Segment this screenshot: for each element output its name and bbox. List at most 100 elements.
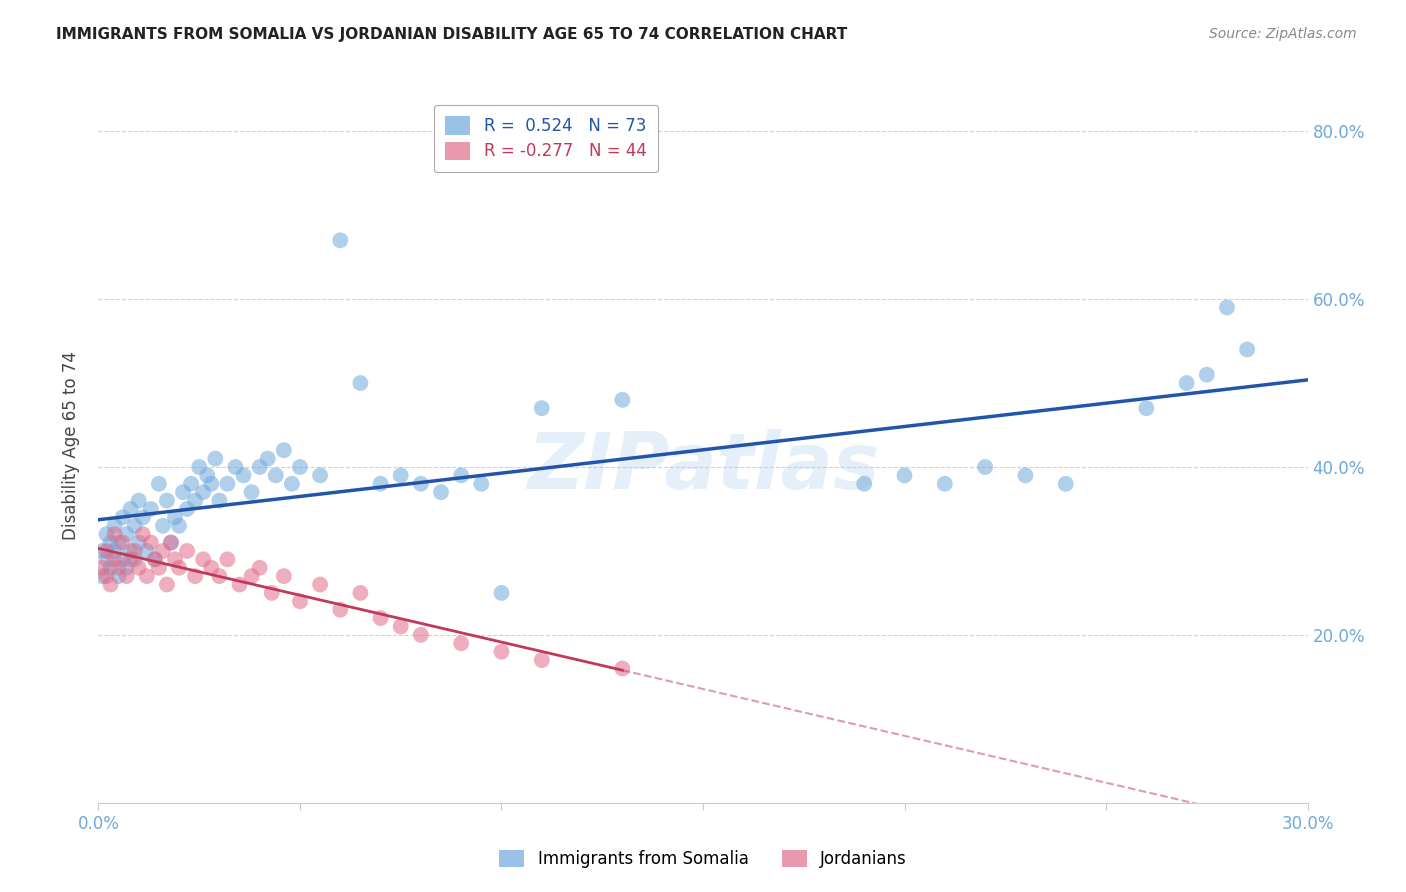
Point bbox=[370, 611, 392, 625]
Point bbox=[288, 594, 311, 608]
Point bbox=[1175, 376, 1198, 390]
Point bbox=[143, 552, 166, 566]
Point bbox=[934, 476, 956, 491]
Point bbox=[200, 476, 222, 491]
Point bbox=[160, 535, 183, 549]
Point bbox=[309, 577, 332, 591]
Point bbox=[103, 518, 125, 533]
Point bbox=[176, 544, 198, 558]
Point bbox=[100, 535, 122, 549]
Point bbox=[249, 460, 271, 475]
Point bbox=[530, 653, 553, 667]
Point bbox=[143, 552, 166, 566]
Point bbox=[184, 569, 207, 583]
Point bbox=[167, 518, 190, 533]
Point bbox=[91, 544, 114, 558]
Point bbox=[128, 535, 150, 549]
Point bbox=[491, 586, 513, 600]
Point bbox=[530, 401, 553, 416]
Point bbox=[96, 552, 118, 566]
Point bbox=[450, 468, 472, 483]
Point bbox=[135, 569, 157, 583]
Point bbox=[152, 544, 174, 558]
Text: ZIPatlas: ZIPatlas bbox=[527, 429, 879, 506]
Point bbox=[103, 527, 125, 541]
Point bbox=[470, 476, 492, 491]
Point bbox=[217, 552, 239, 566]
Point bbox=[240, 569, 263, 583]
Point bbox=[370, 476, 392, 491]
Point bbox=[163, 510, 186, 524]
Point bbox=[232, 468, 254, 483]
Point bbox=[1216, 301, 1239, 315]
Point bbox=[91, 569, 114, 583]
Point bbox=[329, 233, 352, 247]
Point bbox=[409, 476, 432, 491]
Point bbox=[1054, 476, 1077, 491]
Point bbox=[974, 460, 997, 475]
Point bbox=[281, 476, 304, 491]
Point bbox=[96, 569, 118, 583]
Point bbox=[167, 560, 190, 574]
Point bbox=[103, 552, 125, 566]
Point bbox=[132, 510, 155, 524]
Point bbox=[160, 535, 183, 549]
Point bbox=[120, 552, 142, 566]
Point bbox=[100, 577, 122, 591]
Point bbox=[120, 502, 142, 516]
Point bbox=[349, 376, 371, 390]
Point bbox=[224, 460, 246, 475]
Point bbox=[107, 569, 129, 583]
Text: IMMIGRANTS FROM SOMALIA VS JORDANIAN DISABILITY AGE 65 TO 74 CORRELATION CHART: IMMIGRANTS FROM SOMALIA VS JORDANIAN DIS… bbox=[56, 27, 848, 42]
Point bbox=[217, 476, 239, 491]
Point bbox=[208, 493, 231, 508]
Point bbox=[240, 485, 263, 500]
Point bbox=[349, 586, 371, 600]
Point bbox=[115, 560, 138, 574]
Point bbox=[1236, 343, 1258, 357]
Point bbox=[256, 451, 278, 466]
Point bbox=[195, 468, 218, 483]
Point bbox=[111, 510, 134, 524]
Point bbox=[389, 468, 412, 483]
Point bbox=[612, 392, 634, 407]
Point bbox=[156, 577, 179, 591]
Point bbox=[273, 569, 295, 583]
Point bbox=[200, 560, 222, 574]
Point bbox=[1014, 468, 1036, 483]
Point bbox=[124, 552, 146, 566]
Legend: Immigrants from Somalia, Jordanians: Immigrants from Somalia, Jordanians bbox=[492, 843, 914, 875]
Y-axis label: Disability Age 65 to 74: Disability Age 65 to 74 bbox=[62, 351, 80, 541]
Point bbox=[132, 527, 155, 541]
Point bbox=[124, 544, 146, 558]
Point bbox=[135, 544, 157, 558]
Point bbox=[409, 628, 432, 642]
Point bbox=[111, 535, 134, 549]
Point bbox=[111, 552, 134, 566]
Point bbox=[124, 518, 146, 533]
Point bbox=[100, 560, 122, 574]
Point bbox=[273, 443, 295, 458]
Point bbox=[853, 476, 876, 491]
Point bbox=[176, 502, 198, 516]
Point bbox=[260, 586, 283, 600]
Point bbox=[172, 485, 194, 500]
Point bbox=[1135, 401, 1157, 416]
Point bbox=[430, 485, 453, 500]
Point bbox=[389, 619, 412, 633]
Point bbox=[288, 460, 311, 475]
Point bbox=[115, 527, 138, 541]
Point bbox=[156, 493, 179, 508]
Point bbox=[139, 502, 162, 516]
Point bbox=[91, 560, 114, 574]
Point bbox=[208, 569, 231, 583]
Point bbox=[1195, 368, 1218, 382]
Point bbox=[309, 468, 332, 483]
Point bbox=[612, 661, 634, 675]
Point bbox=[228, 577, 250, 591]
Point bbox=[893, 468, 915, 483]
Point bbox=[148, 476, 170, 491]
Legend: R =  0.524   N = 73, R = -0.277   N = 44: R = 0.524 N = 73, R = -0.277 N = 44 bbox=[433, 104, 658, 172]
Point bbox=[188, 460, 211, 475]
Point bbox=[107, 535, 129, 549]
